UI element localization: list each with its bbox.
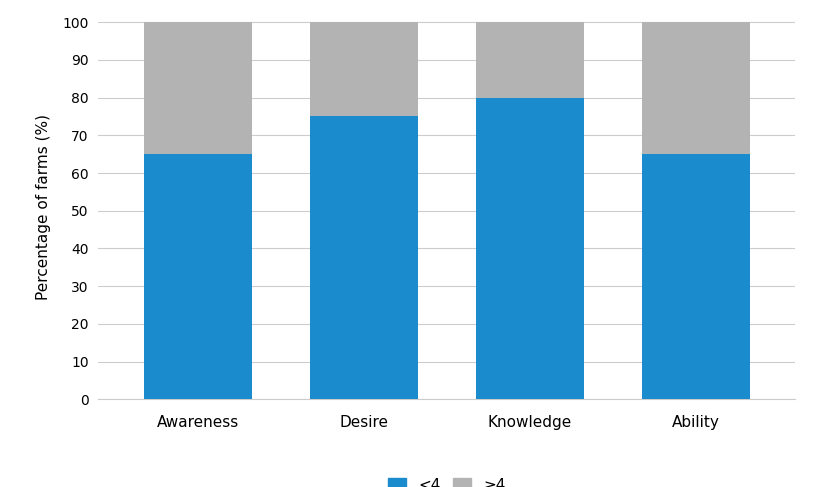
Bar bbox=[641, 22, 749, 154]
Bar bbox=[144, 154, 251, 399]
Bar bbox=[641, 154, 749, 399]
Bar bbox=[310, 22, 418, 116]
Bar bbox=[475, 97, 583, 399]
Bar bbox=[310, 116, 418, 399]
Bar bbox=[475, 22, 583, 97]
Legend: <4, ≥4: <4, ≥4 bbox=[382, 472, 511, 487]
Y-axis label: Percentage of farms (%): Percentage of farms (%) bbox=[36, 114, 51, 300]
Bar bbox=[144, 22, 251, 154]
